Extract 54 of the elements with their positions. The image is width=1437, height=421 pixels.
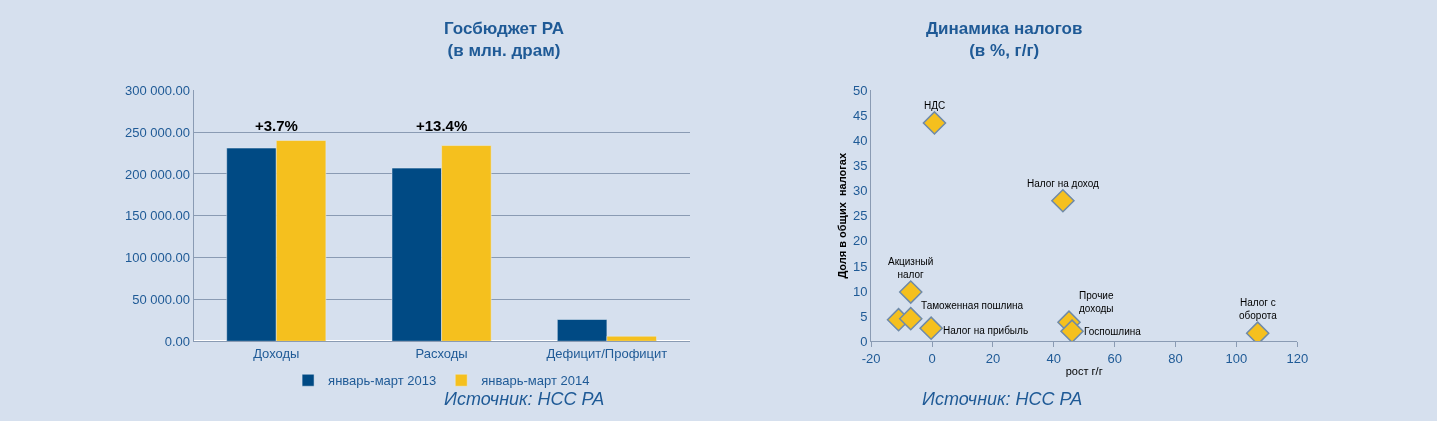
annotation: +13.4%	[416, 117, 468, 134]
chart-title: Госбюджет РА (в млн. драм)	[444, 19, 564, 61]
legend-label: январь-март 2013	[328, 373, 437, 389]
point	[898, 280, 923, 304]
x-tick-label: -20	[861, 350, 881, 366]
y-tick-label: 5	[860, 308, 868, 324]
x-tick-label: Дефицит/Профицит	[546, 345, 668, 361]
point	[922, 111, 947, 135]
annotation: +3.7%	[255, 117, 298, 134]
y-tick-label: 200 000.00	[124, 166, 191, 182]
x-tick-label: 100	[1225, 350, 1248, 366]
point	[1051, 188, 1075, 213]
annotation: Прочие доходы	[1079, 290, 1114, 314]
point	[898, 306, 923, 331]
annotation: НДС	[924, 100, 946, 111]
y-tick-label: 300 000.00	[124, 82, 191, 98]
annotation: Налог на доход	[1027, 178, 1100, 189]
y-tick-label: 0	[860, 333, 868, 349]
annotation: Таможенная пошлина	[921, 300, 1024, 311]
annotation: Налог с оборота	[1239, 297, 1278, 321]
x-tick-label: 0	[928, 350, 936, 366]
y-tick-label: 25	[853, 208, 868, 224]
y-tick-label: 250 000.00	[124, 124, 191, 140]
y-tick-label: 10	[853, 283, 868, 299]
text: Источник: НСС РА	[922, 389, 1083, 409]
y-tick-label: 50 000.00	[132, 291, 191, 307]
chart-title: Динамика налогов (в %, г/г)	[926, 19, 1083, 61]
annotation: Налог на прибыль	[943, 325, 1029, 336]
x-tick-label: 60	[1107, 350, 1122, 366]
annotation: Акцизный налог	[888, 256, 934, 280]
x-tick-label: 80	[1168, 350, 1183, 366]
y-tick-label: 100 000.00	[124, 250, 191, 266]
y-tick-label: 45	[853, 107, 868, 123]
y-tick-label: 15	[853, 258, 868, 274]
x-tick-label: Расходы	[415, 345, 468, 361]
y-tick-label: 150 000.00	[124, 208, 191, 224]
y-tick-label: 0.00	[164, 333, 191, 349]
text: Источник: НСС РА	[444, 389, 605, 409]
y-tick-label: 30	[853, 183, 868, 199]
y-axis-title: Доля в общих налогах	[835, 152, 848, 279]
x-axis-title: рост г/г	[1065, 365, 1103, 378]
y-tick-label: 35	[853, 158, 868, 174]
y-tick-label: 50	[853, 82, 868, 98]
x-tick-label: Доходы	[253, 345, 300, 361]
point	[1245, 321, 1270, 342]
point	[919, 316, 943, 340]
x-tick-label: 120	[1286, 350, 1309, 366]
y-tick-label: 40	[853, 133, 868, 149]
x-tick-label: 20	[985, 350, 1001, 366]
legend-label: январь-март 2014	[481, 373, 590, 389]
x-tick-label: 40	[1046, 350, 1062, 366]
y-tick-label: 20	[853, 233, 868, 249]
annotation: Госпошлина	[1084, 326, 1142, 337]
point	[1060, 319, 1084, 342]
